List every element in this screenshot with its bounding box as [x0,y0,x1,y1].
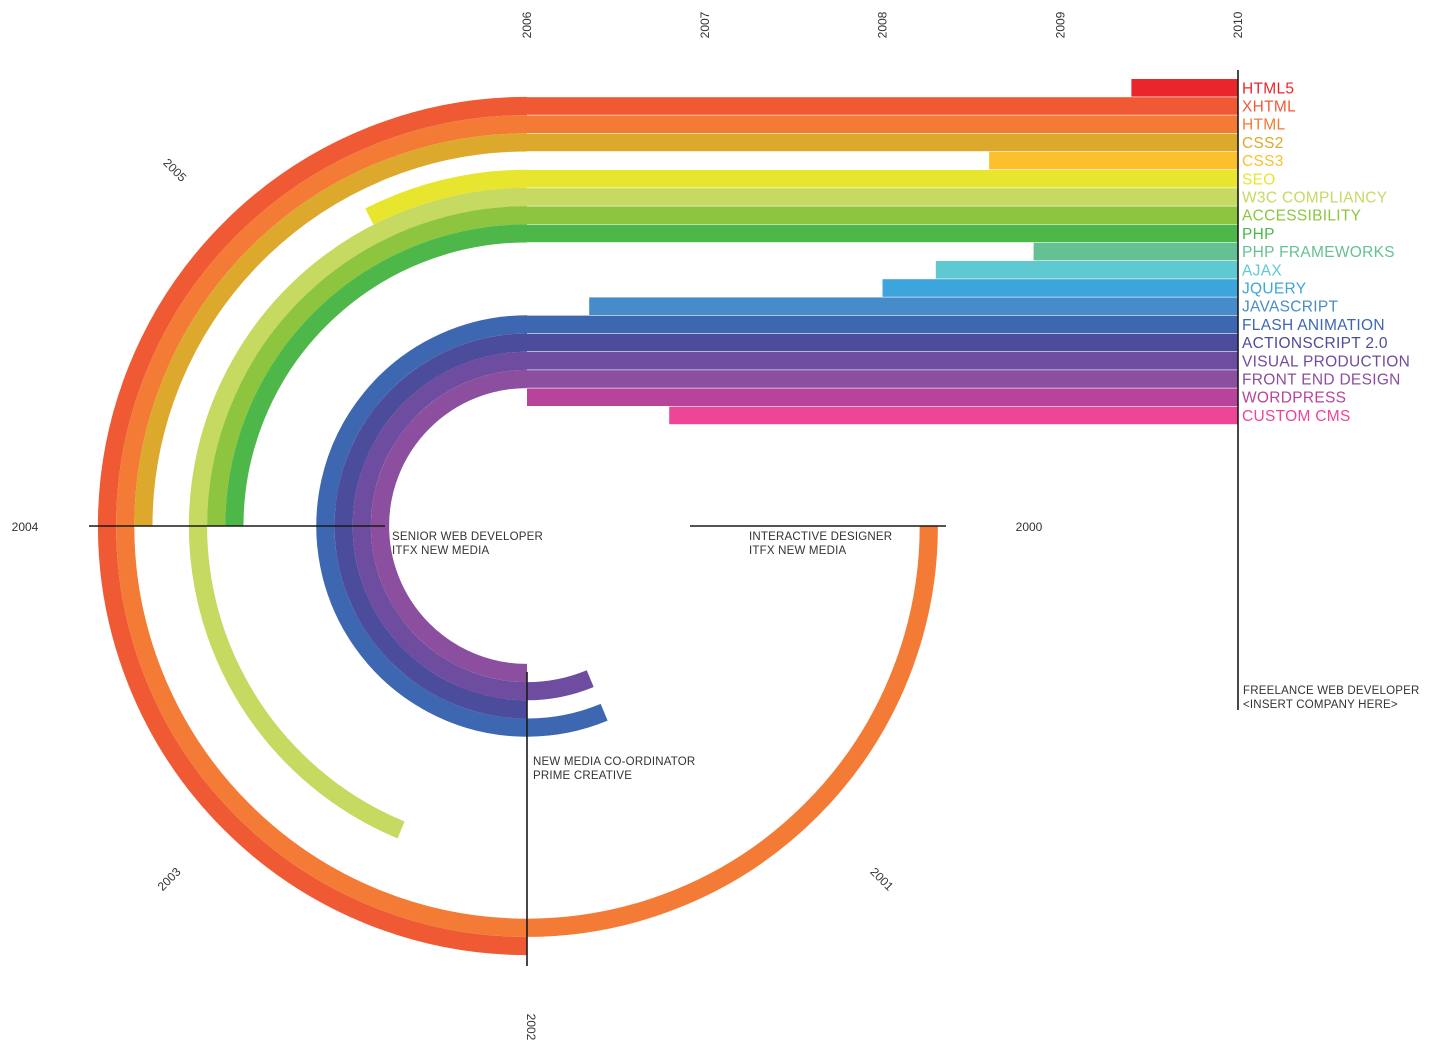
skill-bar-css2 [527,133,1238,152]
role-title: INTERACTIVE DESIGNER [749,531,892,543]
skill-label-css2: CSS2 [1242,135,1284,152]
skill-arc-css2 [134,133,528,527]
year-label-2008: 2008 [876,11,890,38]
skill-label-xhtml: XHTML [1242,99,1296,116]
role-label-interactive-designer: INTERACTIVE DESIGNER ITFX NEW MEDIA [749,531,892,557]
skill-label-html: HTML [1242,117,1285,134]
skill-label-custom-cms: CUSTOM CMS [1242,408,1351,425]
role-title: SENIOR WEB DEVELOPER [392,531,543,543]
skill-bar-jquery [882,279,1238,297]
skill-label-javascript: JAVASCRIPT [1242,299,1339,316]
skill-bar-seo [527,170,1238,188]
skill-arc-accessibility [207,206,528,527]
skill-bar-flash-animation [527,315,1238,334]
skill-label-php-frameworks: PHP FRAMEWORKS [1242,244,1395,261]
role-company: PRIME CREATIVE [533,770,632,782]
year-label-2003: 2003 [155,865,184,894]
role-company: ITFX NEW MEDIA [749,545,846,557]
skill-label-php: PHP [1242,226,1275,243]
role-title: FREELANCE WEB DEVELOPER [1243,685,1420,697]
role-company: ITFX NEW MEDIA [392,545,489,557]
skill-bar-php [527,224,1238,243]
skill-label-jquery: JQUERY [1242,281,1306,298]
role-label-new-media-co-ordinator: NEW MEDIA CO-ORDINATOR PRIME CREATIVE [533,756,695,782]
skill-bar-php-frameworks [1033,242,1238,261]
skill-arc-flash-animation [316,315,608,737]
skill-bars [527,79,1238,425]
skill-bar-accessibility [527,206,1238,224]
year-label-2002: 2002 [524,1014,538,1041]
year-label-2000: 2000 [1016,520,1043,534]
skill-label-ajax: AJAX [1242,262,1282,279]
role-company: <INSERT COMPANY HERE> [1243,699,1398,711]
skill-bar-xhtml [527,97,1238,115]
skill-label-html5: HTML5 [1242,80,1294,97]
skill-bar-front-end-design [527,370,1238,388]
year-label-2004: 2004 [12,520,39,534]
skill-label-accessibility: ACCESSIBILITY [1242,208,1361,225]
year-label-2005: 2005 [160,156,189,185]
skill-bar-w3c-compliancy [527,188,1238,206]
skill-bar-html5 [1131,79,1238,97]
timeline-lines [89,70,1239,966]
skill-label-visual-production: VISUAL PRODUCTION [1242,353,1410,370]
year-label-2007: 2007 [698,11,712,38]
role-title: NEW MEDIA CO-ORDINATOR [533,756,695,768]
role-label-senior-web-developer: SENIOR WEB DEVELOPER ITFX NEW MEDIA [392,531,543,557]
year-label-2010: 2010 [1231,11,1245,38]
skill-arc-php [225,224,528,527]
skill-label-seo: SEO [1242,171,1276,188]
skill-bar-javascript [589,297,1238,315]
skill-label-actionscript-2-0: ACTIONSCRIPT 2.0 [1242,335,1388,352]
skill-bar-visual-production [527,352,1238,370]
skill-label-front-end-design: FRONT END DESIGN [1242,372,1401,389]
skill-bar-custom-cms [669,406,1238,425]
skill-bar-html [527,115,1238,133]
skill-label-flash-animation: FLASH ANIMATION [1242,317,1385,334]
skill-arc-visual-production [352,351,594,701]
skill-bar-actionscript-2-0 [527,333,1238,352]
skill-arc-w3c-compliancy [188,187,528,839]
skill-bar-css3 [989,151,1238,170]
year-label-2009: 2009 [1053,11,1067,38]
year-label-2006: 2006 [520,11,534,38]
skill-bar-wordpress [527,388,1238,406]
role-label-freelance-web-developer: FREELANCE WEB DEVELOPER <INSERT COMPANY H… [1243,685,1420,711]
skill-bar-ajax [935,261,1238,279]
skill-arc-seo [365,169,528,225]
skill-label-w3c-compliancy: W3C COMPLIANCY [1242,190,1387,207]
skill-arcs [97,96,938,956]
year-label-2001: 2001 [867,865,896,894]
year-labels: 2006 2007 2008 2009 2010 2000 2001 2002 2003 2004… [12,11,1245,1040]
skill-label-wordpress: WORDPRESS [1242,390,1346,407]
skill-label-css3: CSS3 [1242,153,1284,170]
skill-arc-html [116,115,938,937]
